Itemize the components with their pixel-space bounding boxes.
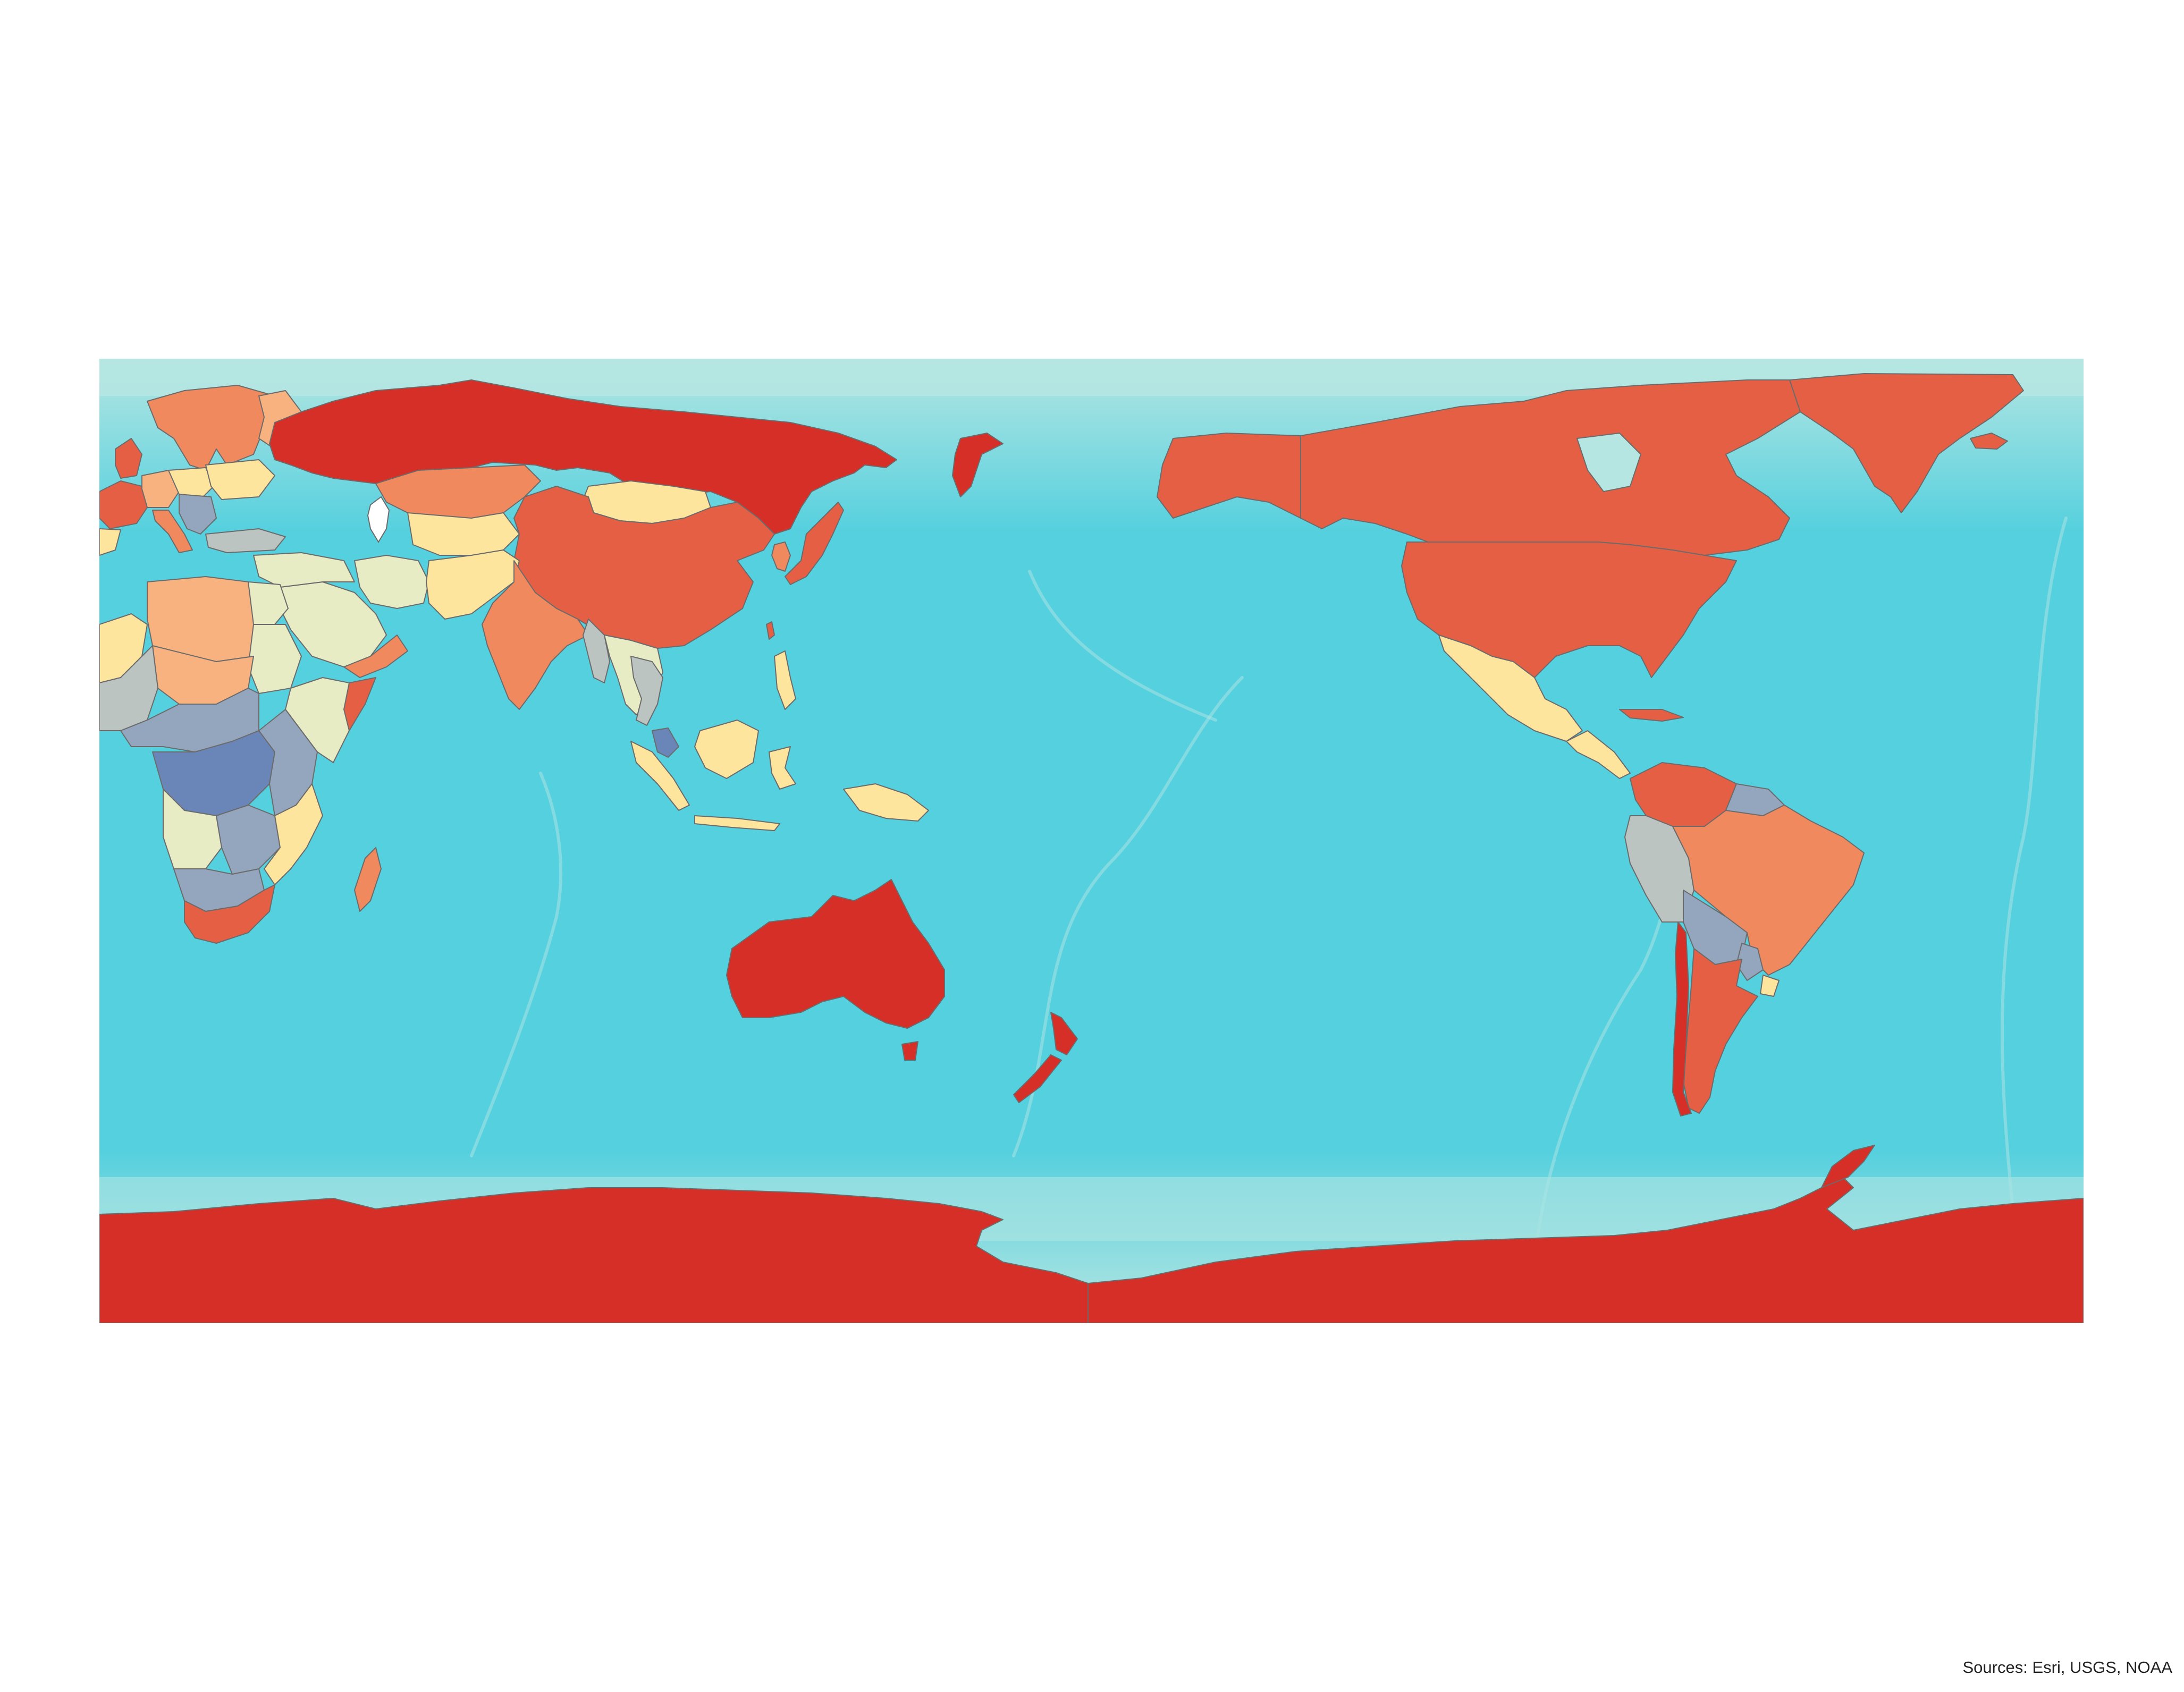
country-central-america [1566, 730, 1631, 779]
country-scandinavia [147, 385, 291, 471]
country-iceland [1970, 433, 2008, 450]
country-java [694, 815, 780, 831]
country-papua [843, 783, 929, 822]
hudson-bay [1576, 432, 1642, 493]
country-france [99, 480, 148, 529]
country-taiwan [766, 621, 775, 640]
antarctica-west [99, 1187, 1089, 1323]
map-canvas [99, 359, 2084, 1323]
country-turkey [205, 528, 286, 553]
country-malaysia [652, 727, 679, 758]
country-sumatra [630, 741, 690, 811]
country-vietnam-thailand [630, 656, 663, 726]
country-cuba [1619, 709, 1684, 722]
country-chile [1672, 921, 1692, 1116]
country-italy [152, 510, 193, 553]
country-mozambique [264, 783, 323, 885]
country-greenland [1789, 373, 2024, 513]
country-alaska [1157, 433, 1301, 519]
atlantic-ridge [2001, 517, 2068, 1211]
country-new-zealand-south [1013, 1054, 1062, 1103]
world-map [99, 359, 2084, 1323]
country-west-africa [99, 645, 158, 731]
country-korea [771, 542, 791, 572]
country-kazakhstan [375, 464, 541, 521]
country-uk [115, 438, 142, 479]
kamchatka [952, 433, 1004, 497]
country-sulawesi [769, 746, 796, 790]
map-credit: Sources: Esri, USGS, NOAA [1962, 1658, 2173, 1677]
country-ukraine [205, 459, 275, 500]
country-mexico [1438, 634, 1583, 742]
country-horn-somalia [343, 677, 376, 731]
hawaii-chain [1028, 570, 1217, 722]
country-poland [168, 467, 214, 500]
country-angola [163, 789, 222, 869]
country-tasmania [901, 1041, 918, 1061]
country-south-africa [184, 884, 275, 944]
country-yemen-oman [343, 634, 408, 678]
country-india [482, 560, 589, 710]
caspian-sea [367, 496, 390, 543]
country-balkans [179, 494, 217, 535]
country-iberia [99, 528, 121, 556]
country-zambia-zimbabwe [216, 805, 281, 875]
country-new-zealand-north [1050, 1012, 1078, 1055]
country-madagascar [354, 847, 382, 912]
country-iran [354, 555, 429, 609]
country-australia [726, 879, 945, 1029]
country-iraq-syria [253, 552, 355, 588]
country-canada [1300, 379, 1801, 556]
pacific-ridge [1012, 676, 1244, 1157]
country-japan [785, 502, 844, 585]
country-egypt [248, 581, 289, 625]
antarctic-peninsula [1821, 1145, 1875, 1188]
country-afghanistan-pakistan [426, 549, 520, 620]
country-uruguay [1760, 975, 1780, 997]
country-central-africa [120, 688, 259, 752]
country-borneo [694, 720, 759, 779]
country-central-asia [407, 512, 520, 556]
indian-ridge [470, 772, 563, 1157]
antarctica-east [1087, 1177, 2084, 1323]
country-argentina [1683, 948, 1758, 1114]
country-philippines [774, 650, 796, 710]
